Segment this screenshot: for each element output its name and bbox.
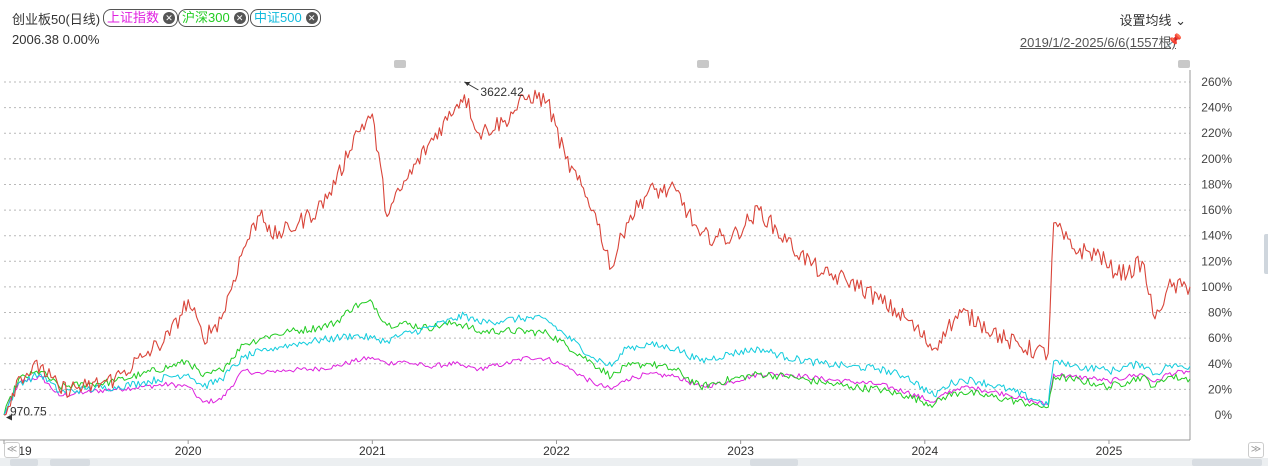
x-tick-label: 2024 — [911, 444, 938, 458]
x-tick-label: 2022 — [543, 444, 570, 458]
x-tick-label: 2021 — [359, 444, 386, 458]
y-tick-label: 80% — [1208, 306, 1232, 320]
y-tick-label: 220% — [1201, 126, 1232, 140]
compare-chip-label: 中证500 — [254, 10, 302, 25]
series-line-0 — [3, 89, 1191, 416]
y-tick-label: 260% — [1201, 75, 1232, 89]
splitter-handle — [1178, 60, 1190, 68]
high-value-label: 3622.42 — [480, 85, 524, 99]
low-value-label: 970.75 — [10, 405, 47, 419]
ma-setting-label: 设置均线 — [1119, 13, 1172, 28]
y-tick-label: 240% — [1201, 101, 1232, 115]
y-tick-label: 60% — [1208, 331, 1232, 345]
compare-chip-label: 沪深300 — [182, 10, 230, 25]
scroll-left-button[interactable]: ≪ — [4, 442, 20, 458]
toolbar-button[interactable] — [750, 459, 798, 466]
y-tick-label: 120% — [1201, 254, 1232, 268]
y-tick-label: 100% — [1201, 280, 1232, 294]
y-tick-label: 0% — [1215, 408, 1233, 422]
y-tick-label: 140% — [1201, 229, 1232, 243]
chart-header: 创业板50(日线) 上证指数 ✕ 沪深300 ✕ 中证500 ✕ 2006.38… — [0, 0, 1268, 52]
current-value-text: 2006.38 0.00% — [12, 32, 100, 47]
compare-chip-csi500[interactable]: 中证500 ✕ — [250, 9, 321, 27]
series-line-3 — [3, 356, 1191, 416]
close-icon[interactable]: ✕ — [305, 12, 318, 24]
date-range-link[interactable]: 2019/1/2-2025/6/6(1557根) — [1019, 35, 1176, 50]
toolbar-button[interactable] — [10, 459, 38, 466]
scroll-right-button[interactable]: ≫ — [1248, 442, 1264, 458]
x-tick-label: 2023 — [727, 444, 754, 458]
y-tick-label: 160% — [1201, 203, 1232, 217]
low-arrow-head — [6, 414, 12, 421]
compare-chip-sse[interactable]: 上证指数 ✕ — [103, 9, 179, 27]
compare-chip-csi300[interactable]: 沪深300 ✕ — [178, 9, 249, 27]
x-tick-label: 2020 — [175, 444, 202, 458]
y-tick-label: 40% — [1208, 357, 1232, 371]
ma-setting-button[interactable]: 设置均线 ⌄ — [1119, 10, 1186, 29]
close-icon[interactable]: ✕ — [163, 12, 176, 24]
series-line-2 — [3, 311, 1191, 416]
side-panel-tab[interactable] — [1264, 234, 1268, 274]
x-tick-label: 2025 — [1096, 444, 1123, 458]
y-tick-label: 200% — [1201, 152, 1232, 166]
bottom-toolbar — [0, 458, 1268, 466]
y-tick-label: 20% — [1208, 382, 1232, 396]
splitter-handle — [394, 60, 406, 68]
splitter-handle — [697, 60, 709, 68]
series-line-1 — [3, 299, 1191, 416]
chevron-down-icon: ⌄ — [1175, 13, 1186, 28]
y-tick-label: 180% — [1201, 177, 1232, 191]
toolbar-button[interactable] — [50, 459, 90, 466]
compare-chip-label: 上证指数 — [107, 10, 160, 25]
chart-title: 创业板50(日线) — [12, 12, 101, 27]
high-arrow-head — [464, 82, 471, 86]
close-icon[interactable]: ✕ — [233, 12, 246, 24]
pin-icon[interactable]: 📌 — [1167, 33, 1182, 47]
toolbar-button[interactable] — [1192, 459, 1262, 466]
